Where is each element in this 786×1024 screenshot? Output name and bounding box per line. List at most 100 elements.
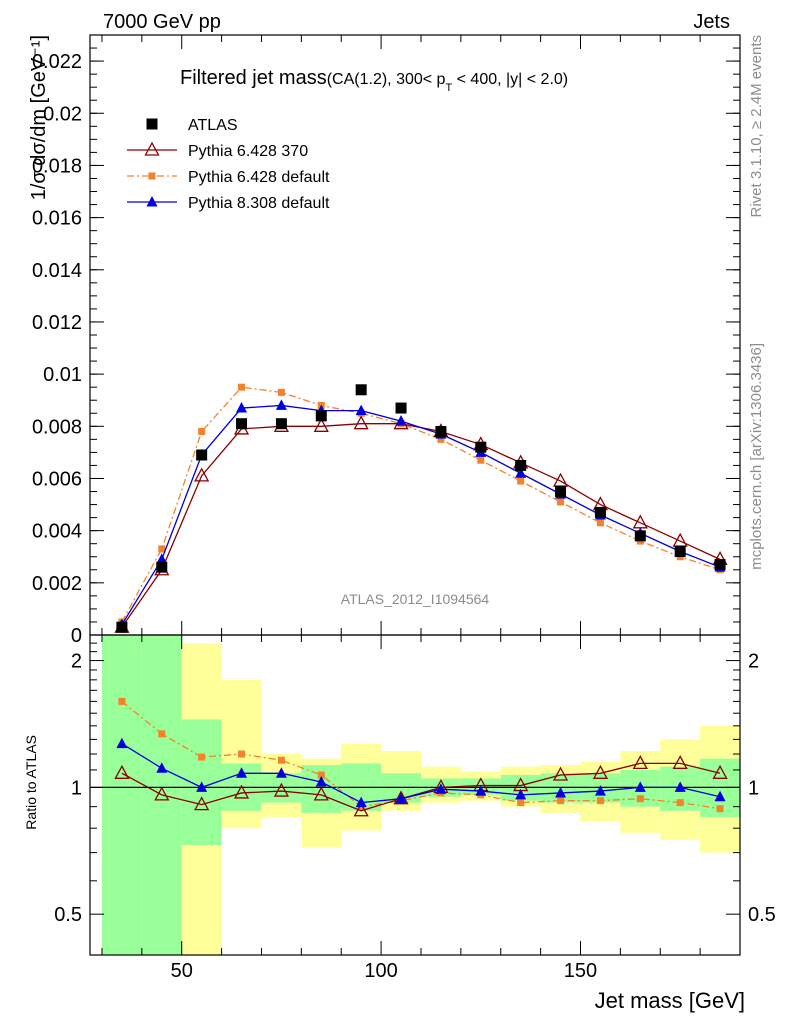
series-line-pythia8_default [121, 404, 721, 625]
ratio-point-pythia6_default [636, 795, 644, 803]
ratio-point-pythia6_370 [353, 802, 369, 817]
ratio-point-pythia6_default [317, 771, 325, 779]
rivet-version-label: Rivet 3.1.10, ≥ 2.4M events [748, 35, 765, 218]
legend: ATLAS Pythia 6.428 370 Pythia 6.428 defaul… [127, 117, 330, 212]
point-pythia6_370 [194, 467, 210, 482]
point-pythia6_default [277, 388, 285, 396]
ratio-point-pythia6_default [158, 730, 166, 738]
point-pythia6_default [477, 456, 485, 464]
ratio-y-tick-label-right: 0.5 [748, 904, 776, 926]
y-tick-label: 0.018 [32, 155, 82, 177]
data-series [114, 383, 728, 817]
plot-subtitle-post: < 400, |y| < 2.0) [452, 71, 568, 88]
ratio-y-tick-label: 0.5 [54, 904, 82, 926]
point-atlas [435, 426, 447, 438]
legend-marker-pythia6_default [148, 172, 156, 180]
ratio-y-tick-label: 1 [71, 777, 82, 799]
legend-label-atlas: ATLAS [188, 117, 238, 134]
header-left: 7000 GeV pp [103, 11, 221, 33]
x-axis-label: Jet mass [GeV] [595, 988, 745, 1013]
plot-subtitle-sub: T [445, 82, 452, 94]
point-atlas [116, 621, 128, 633]
point-atlas [196, 449, 208, 461]
point-atlas [634, 530, 646, 542]
ratio-point-pythia6_370 [552, 766, 569, 781]
point-pythia6_default [557, 498, 565, 506]
y-tick-label: 0.002 [32, 573, 82, 595]
point-atlas [236, 418, 248, 430]
legend-marker-pythia6_370 [144, 141, 160, 156]
plot-title-main: Filtered jet mass [180, 67, 327, 89]
ratio-point-pythia8_default [714, 790, 726, 802]
legend-marker-pythia8_default [146, 196, 158, 207]
ratio-point-pythia6_default [716, 805, 724, 813]
ratio-point-pythia8_default [674, 781, 686, 792]
point-pythia8_default [236, 402, 248, 413]
analysis-watermark: ATLAS_2012_I1094564 [341, 591, 490, 607]
ratio-point-pythia8_default [555, 786, 567, 798]
ratio-point-pythia8_default [275, 767, 287, 778]
ratio-point-pythia6_370 [154, 786, 170, 801]
legend-marker-atlas [146, 118, 158, 130]
y-tick-label: 0.006 [32, 468, 82, 490]
ratio-point-pythia8_default [236, 767, 248, 778]
point-atlas [555, 486, 567, 498]
y-tick-label: 0.022 [32, 51, 82, 73]
point-pythia6_370 [353, 415, 369, 430]
ratio-point-pythia6_default [118, 697, 126, 705]
point-pythia6_370 [672, 532, 688, 547]
ratio-point-pythia8_default [395, 792, 407, 804]
plot-title: Filtered jet mass(CA(1.2), 300< pT < 400… [180, 67, 568, 94]
point-atlas [275, 418, 287, 430]
point-pythia8_default [515, 467, 527, 478]
ratio-point-pythia6_370 [114, 764, 130, 779]
ratio-point-pythia6_370 [194, 796, 210, 811]
ratio-point-pythia6_default [238, 750, 246, 758]
ratio-point-pythia8_default [475, 785, 487, 796]
point-atlas [315, 410, 327, 422]
uncertainty-bands [101, 635, 740, 955]
ratio-line-pythia8_default [121, 743, 721, 804]
ratio-point-pythia8_default [116, 737, 128, 749]
ratio-point-pythia6_default [557, 797, 565, 805]
ratio-point-pythia6_370 [592, 764, 609, 779]
ratio-point-pythia6_370 [233, 784, 250, 799]
point-pythia8_default [156, 553, 168, 564]
y-tick-label: 0 [71, 625, 82, 647]
point-pythia6_370 [313, 417, 329, 432]
point-pythia6_default [517, 477, 525, 485]
point-pythia6_default [596, 519, 604, 527]
plot-subtitle-pre: (CA(1.2), 300< p [327, 71, 446, 88]
ratio-point-pythia6_370 [632, 755, 648, 770]
ratio-point-pythia6_default [277, 756, 285, 764]
y-axis-label-main: 1/σ dσ/dm [GeV⁻¹] [28, 35, 50, 200]
point-pythia8_default [395, 415, 407, 426]
point-atlas [594, 506, 606, 518]
point-atlas [674, 546, 686, 558]
y-tick-label: 0.014 [32, 260, 82, 282]
y-axis-label-ratio: Ratio to ATLAS [23, 735, 39, 830]
y-tick-label: 0.02 [43, 103, 82, 125]
ratio-point-pythia8_default [515, 788, 527, 800]
ratio-point-pythia6_370 [672, 755, 688, 770]
ratio-point-pythia8_default [594, 785, 606, 796]
point-atlas [156, 561, 168, 573]
ratio-point-pythia8_default [435, 783, 447, 794]
point-atlas [515, 459, 527, 471]
y-tick-label: 0.016 [32, 208, 82, 230]
ratio-point-pythia8_default [634, 781, 646, 792]
ratio-y-tick-label-right: 2 [748, 651, 759, 673]
ratio-y-tick-label: 2 [71, 651, 82, 673]
point-pythia8_default [275, 399, 287, 410]
x-tick-label: 50 [171, 960, 193, 982]
point-atlas [395, 402, 407, 414]
y-tick-label: 0.01 [43, 364, 82, 386]
ratio-point-pythia8_default [196, 781, 208, 792]
ratio-point-pythia6_default [517, 799, 525, 807]
ratio-point-pythia8_default [315, 775, 327, 787]
point-pythia6_370 [632, 514, 648, 529]
ratio-point-pythia6_default [596, 797, 604, 805]
header-right: Jets [693, 11, 730, 33]
ratio-point-pythia8_default [156, 762, 168, 773]
